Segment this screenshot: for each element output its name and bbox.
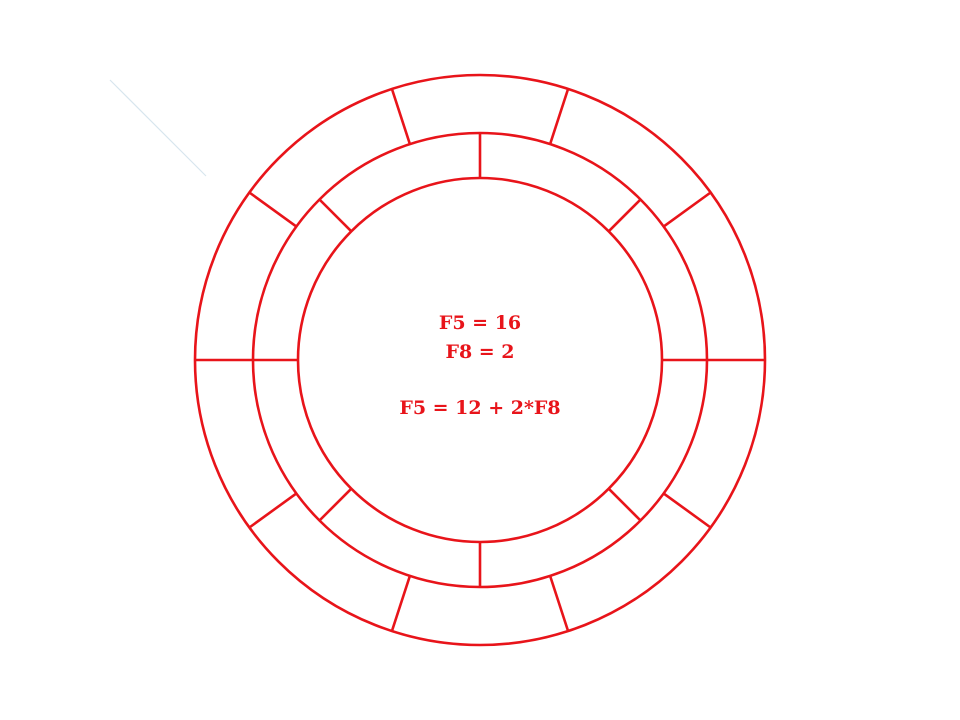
formula-block: F5 = 16 F8 = 2 F5 = 12 + 2*F8 — [399, 312, 560, 419]
inner-divider — [607, 487, 642, 522]
formula-line-3: F5 = 12 + 2*F8 — [399, 397, 560, 419]
formula-line-1: F5 = 16 — [439, 312, 521, 334]
outer-divider — [248, 492, 298, 529]
decorative-corner-line — [109, 79, 207, 177]
inner-divider — [318, 198, 353, 233]
segment-dividers — [195, 88, 765, 632]
outer-divider — [662, 492, 712, 529]
outer-divider — [662, 191, 712, 228]
outer-divider — [248, 191, 298, 228]
inner-divider — [318, 487, 353, 522]
outer-divider — [390, 88, 412, 145]
formula-line-2: F8 = 2 — [445, 341, 514, 363]
outer-divider — [390, 575, 412, 632]
outer-divider — [548, 575, 570, 632]
outer-divider — [548, 88, 570, 145]
inner-divider — [607, 198, 642, 233]
